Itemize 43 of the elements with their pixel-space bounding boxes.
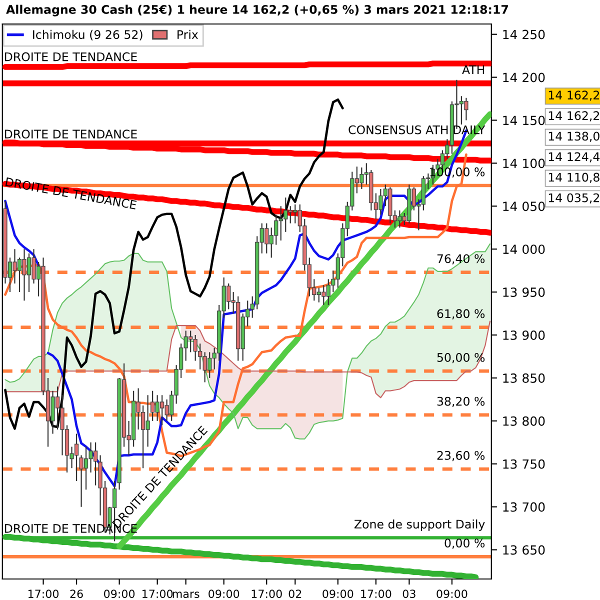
x-tick-label: 02 [288, 590, 302, 598]
y-tick-label: 13 800 [503, 416, 545, 426]
x-tick-label: mars [172, 592, 200, 598]
text: 14 124,4 [548, 152, 600, 162]
x-tick-label: 17:00 [142, 590, 173, 598]
y-tick-label: 14 050 [503, 202, 545, 212]
y-tick-label: 14 150 [503, 116, 545, 126]
legend-label: Ichimoku (9 26 52) [33, 30, 142, 40]
ref-line-label: ATH [462, 65, 484, 74]
annotation: DROITE DE TENDANCE [5, 177, 137, 210]
y-tick-label: 14 100 [503, 158, 545, 168]
ref-line-label: Zone de support Daily [354, 519, 485, 531]
annotation: 38,20 % [437, 396, 485, 407]
y-tick-label: 13 900 [503, 330, 545, 340]
x-tick-label: 09:00 [436, 590, 468, 598]
x-tick-label: 09:00 [322, 590, 354, 598]
annotation: 0,00 % [444, 538, 485, 549]
x-tick-label: 09:00 [104, 590, 135, 598]
text: 14 035,2 [548, 193, 600, 204]
text: 14 162,2 [548, 90, 600, 101]
annotation: 61,80 % [437, 309, 485, 320]
y-tick-label: 13 750 [503, 459, 545, 469]
y-tick-label: 14 200 [503, 72, 545, 82]
x-tick-label: 09:00 [208, 590, 240, 598]
annotation: 23,60 % [437, 450, 485, 462]
x-tick-label: 17:00 [252, 590, 282, 598]
text: 14 162,2 [548, 111, 600, 122]
text: 14 138,0 [548, 132, 600, 142]
x-tick-label: 17:00 [28, 590, 59, 598]
y-tick-label: 14 000 [503, 244, 545, 254]
y-tick-label: 13 850 [503, 373, 545, 383]
y-tick-label: 13 950 [503, 288, 545, 297]
legend-label: Prix [178, 30, 198, 39]
y-tick-label: 14 250 [503, 30, 545, 40]
x-tick-label: 03 [402, 590, 416, 598]
text: 14 110,8 [548, 172, 600, 183]
annotation: DROITE DE TENDANCE [4, 52, 137, 62]
annotation: DROITE DE TENDANCE [4, 130, 137, 139]
chart-title: Allemagne 30 Cash (25€) 1 heure 14 162,2 (+0,65 %) 3 mars 2021 12:18:17 [6, 4, 508, 16]
x-tick-label: 26 [70, 590, 83, 598]
x-tick-label: 17:00 [361, 590, 392, 598]
y-tick-label: 13 650 [503, 545, 545, 555]
y-tick-label: 13 700 [503, 502, 545, 512]
